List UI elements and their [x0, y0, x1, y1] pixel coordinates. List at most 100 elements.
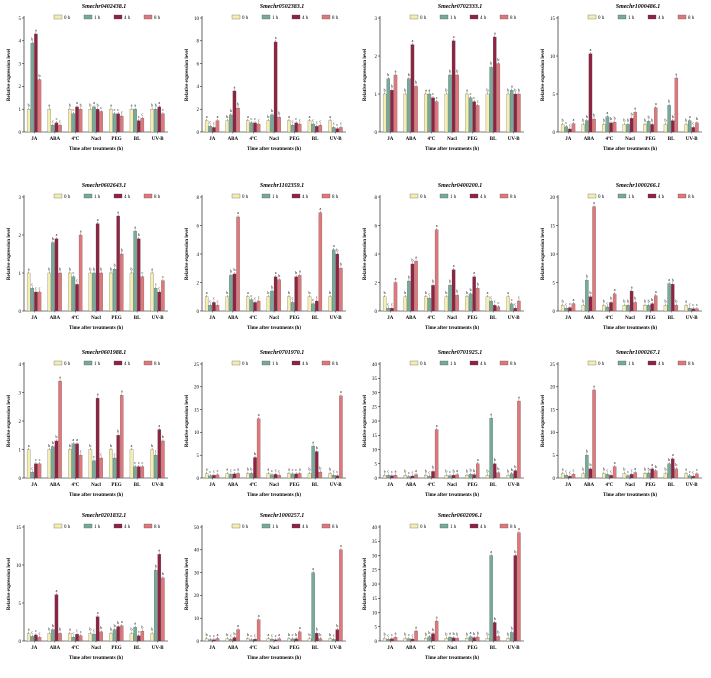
x-tick-label: PEG — [467, 316, 477, 321]
bar-8h — [215, 305, 220, 312]
significance-label: b — [432, 627, 434, 632]
bar-4h — [451, 475, 456, 479]
significance-label: b — [648, 466, 650, 471]
significance-label: b — [226, 290, 228, 295]
y-tick-label: 10 — [16, 564, 22, 569]
bar-4h — [410, 638, 415, 642]
chart-svg: Smechr0701925.1 0 h 1 h 4 h 8 h 0 5 10 15 20 25 30 3… — [363, 350, 524, 498]
significance-label: a — [655, 289, 657, 294]
chart-svg: Smechr0602643.1 0 h 1 h 4 h 8 h 0 1 2 3 Relative … — [7, 183, 168, 331]
significance-label: c — [565, 469, 567, 474]
bar-8h — [58, 380, 62, 479]
significance-label: a — [278, 632, 280, 637]
significance-label: a — [217, 632, 219, 637]
legend-swatch-4h — [113, 14, 123, 20]
x-tick-label: PEG — [111, 137, 121, 142]
significance-label: c — [432, 91, 434, 96]
significance-label: a — [436, 423, 438, 428]
y-tick-label: 2 — [19, 234, 22, 239]
significance-label: a — [158, 423, 160, 428]
significance-label: c — [692, 469, 694, 474]
bar-0h — [581, 473, 585, 479]
x-tick-label: UV-B — [330, 646, 343, 651]
significance-label: a — [494, 30, 496, 35]
chart-title: Smechr1000257.1 — [260, 513, 305, 519]
y-tick-label: 1 — [375, 93, 378, 98]
bar-8h — [120, 395, 124, 479]
significance-label: a — [56, 232, 58, 237]
significance-label: c — [76, 627, 78, 632]
significance-label: a — [237, 467, 239, 472]
bar-1h — [153, 288, 158, 312]
significance-label: a — [453, 34, 455, 39]
bar-1h — [407, 638, 411, 642]
x-tick-label: PEG — [289, 137, 299, 142]
bar-1h — [646, 121, 651, 133]
significance-label: a — [675, 71, 677, 76]
significance-label: c — [39, 457, 41, 462]
bar-8h — [120, 625, 124, 642]
significance-label: b — [151, 627, 153, 632]
significance-label: b — [391, 83, 393, 88]
bar-0h — [506, 296, 510, 312]
bar-1h — [331, 249, 336, 312]
significance-label: a — [93, 100, 95, 105]
legend-swatch-0h — [409, 193, 419, 199]
legend-swatch-8h — [677, 360, 687, 366]
significance-label: b — [250, 467, 252, 472]
x-tick-label: Nacl — [91, 483, 101, 488]
significance-label: c — [251, 293, 253, 298]
significance-label: b — [247, 632, 249, 637]
x-tick-label: Nacl — [269, 483, 279, 488]
significance-label: b — [514, 464, 516, 469]
x-tick-label: Nacl — [269, 137, 279, 142]
bar-8h — [496, 636, 501, 642]
x-tick-label: ABA — [228, 137, 239, 142]
significance-label: a — [685, 299, 687, 304]
significance-label: c — [158, 285, 160, 290]
significance-label: b — [237, 101, 239, 106]
y-tick-label: 20 — [550, 386, 556, 391]
bar-4h — [609, 122, 613, 133]
y-tick-label: 30 — [372, 391, 378, 396]
bar-8h — [695, 122, 699, 133]
significance-label: c — [56, 116, 58, 121]
bar-1h — [51, 125, 55, 133]
bar-4h — [137, 635, 141, 642]
significance-label: b — [100, 266, 102, 271]
significance-label: a — [412, 38, 414, 43]
significance-label: b — [425, 631, 427, 636]
bar-0h — [266, 296, 271, 312]
y-tick-label: 4 — [19, 363, 22, 368]
legend-label-4h: 4 h — [658, 195, 665, 200]
bar-4h — [390, 308, 394, 312]
significance-label: c — [689, 469, 691, 474]
x-tick-label: ABA — [228, 316, 239, 321]
bar-4h — [75, 106, 79, 133]
significance-label: b — [319, 632, 321, 637]
significance-label: b — [384, 290, 386, 295]
bar-0h — [444, 93, 449, 133]
bar-8h — [414, 86, 418, 133]
bar-1h — [153, 109, 158, 133]
bar-0h — [403, 296, 407, 312]
bar-8h — [37, 463, 42, 479]
significance-label: a — [206, 467, 208, 472]
legend-swatch-4h — [469, 14, 479, 20]
bar-1h — [564, 475, 569, 479]
significance-label: b — [668, 99, 670, 104]
bar-8h — [393, 74, 398, 133]
significance-label: b — [562, 299, 564, 304]
significance-label: b — [278, 110, 280, 115]
bar-4h — [472, 276, 476, 312]
significance-label: c — [292, 467, 294, 472]
significance-label: a — [247, 114, 249, 119]
bar-1h — [71, 276, 76, 312]
legend-label-0h: 0 h — [598, 362, 605, 367]
bar-1h — [270, 639, 274, 642]
significance-label: b — [623, 299, 625, 304]
significance-label: c — [138, 114, 140, 119]
significance-label: c — [213, 296, 215, 301]
legend-swatch-4h — [291, 193, 301, 199]
significance-label: c — [73, 630, 75, 635]
